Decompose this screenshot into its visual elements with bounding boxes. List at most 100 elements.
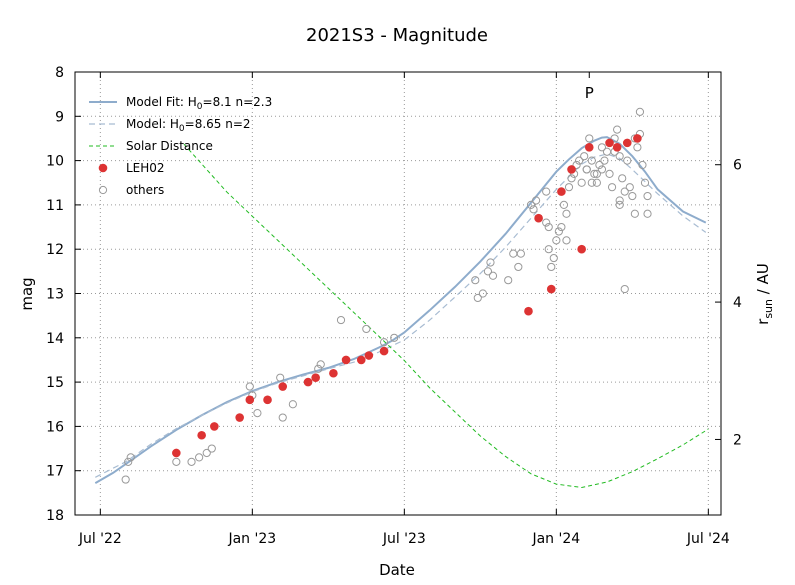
others-point [605, 169, 614, 178]
others-point [554, 227, 563, 236]
others-point [602, 147, 612, 156]
others-point [195, 453, 204, 462]
leh02-point [557, 187, 566, 196]
others-point [544, 222, 553, 232]
others-point [587, 178, 596, 187]
others-point [488, 271, 498, 280]
others-point [582, 165, 591, 174]
leh02-point [524, 306, 533, 316]
others-point [633, 143, 642, 152]
x-axis-label: Date [379, 561, 415, 579]
others-point [552, 236, 561, 245]
others-point [595, 160, 604, 170]
leh02-point [311, 373, 320, 382]
legend-label-main: Model Fit: H [126, 95, 197, 109]
leh02-point [584, 143, 594, 152]
others-point [526, 200, 536, 209]
legend-label-main: LEH02 [126, 161, 165, 175]
others-point [504, 276, 513, 285]
others-point [590, 169, 599, 178]
others-point [630, 209, 639, 218]
others-point [549, 253, 558, 263]
y2-label-sub: sun [762, 299, 775, 319]
others-point [126, 453, 135, 462]
y2-label-main: r [754, 318, 772, 325]
others-point [600, 156, 609, 165]
others-point [587, 156, 596, 165]
legend-label-main: Solar Distance [126, 139, 213, 153]
others-point [635, 107, 645, 116]
legend-label: LEH02 [126, 161, 165, 175]
x-tick-label: Jan '24 [531, 531, 580, 547]
others-point [643, 191, 652, 201]
y-tick-label: 8 [55, 65, 64, 81]
others-point [514, 262, 523, 272]
y-tick-label: 12 [46, 242, 64, 258]
y-tick-label: 9 [55, 109, 64, 125]
legend-label-rest: =8.65 n=2 [185, 117, 251, 131]
leh02-point [567, 165, 576, 174]
legend-label: Solar Distance [126, 139, 213, 153]
others-point [187, 457, 196, 466]
others-point [483, 267, 493, 276]
others-point [638, 160, 647, 170]
others-point [585, 134, 594, 143]
others-point [623, 156, 632, 165]
others-point [620, 284, 629, 294]
leh02-point [605, 138, 614, 148]
solar-distance-line [183, 143, 709, 489]
legend-label: others [126, 183, 164, 197]
others-point [607, 183, 617, 192]
others-point [640, 178, 650, 187]
others-point [575, 156, 584, 165]
leh02-point [577, 244, 586, 254]
y-tick-label: 18 [46, 508, 64, 524]
leh02-point [278, 382, 288, 391]
leh02-point [303, 377, 313, 387]
legend-label-sub: 0 [197, 102, 203, 112]
y2-label-tail: / AU [754, 263, 772, 299]
leh02-point [612, 143, 622, 152]
leh02-point [356, 355, 366, 365]
x-tick-label: Jan '23 [227, 531, 276, 547]
others-point [124, 457, 133, 466]
leh02-point [341, 355, 351, 365]
others-point [544, 245, 553, 254]
others-point [207, 444, 216, 453]
others-point [567, 174, 576, 183]
others-point [615, 196, 624, 205]
others-point [390, 333, 399, 342]
others-point [597, 143, 607, 152]
others-point [172, 457, 181, 466]
y-tick-label: 13 [46, 287, 64, 303]
others-point [276, 373, 285, 382]
others-point [547, 262, 556, 272]
others-point [531, 196, 541, 205]
legend-leh02-swatch [98, 163, 108, 173]
others-point [592, 178, 601, 187]
others-point [486, 258, 495, 267]
others-point [202, 448, 211, 458]
y2-tick-label: 4 [733, 295, 742, 311]
leh02-point [379, 346, 389, 356]
y-axis-label: mag [18, 277, 36, 310]
others-point [615, 200, 624, 209]
others-point [562, 236, 571, 245]
others-point [253, 409, 262, 418]
leh02-point [263, 395, 272, 405]
others-point [336, 315, 346, 325]
leh02-point [364, 351, 374, 360]
leh02-point [329, 368, 338, 378]
others-point [577, 178, 586, 187]
leh02-point [245, 395, 255, 405]
leh02-point [633, 134, 642, 143]
others-point [516, 249, 525, 258]
leh02-point [172, 448, 181, 458]
y-tick-label: 17 [46, 464, 64, 480]
legend-label: Model: H0=8.65 n=2 [126, 117, 251, 134]
leh02-point [235, 413, 244, 422]
others-point [314, 364, 323, 373]
leh02-point [622, 138, 632, 148]
x-tick-label: Jul '23 [382, 531, 426, 547]
